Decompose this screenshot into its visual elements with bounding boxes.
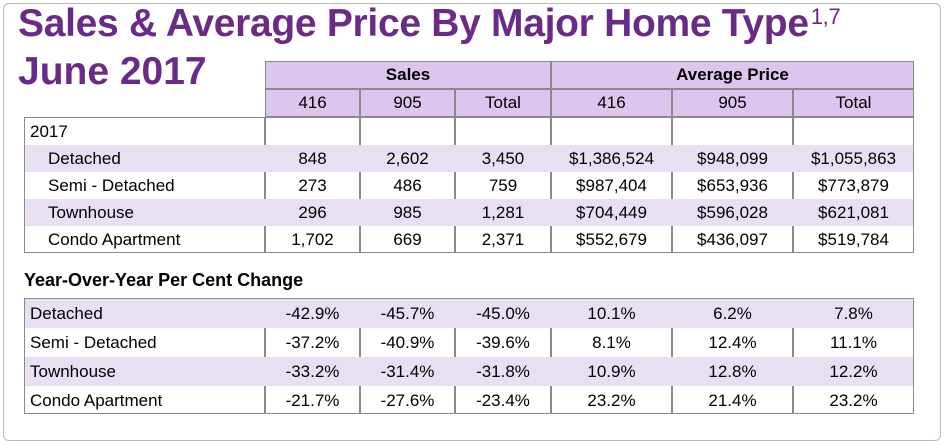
table-cell: $653,936 [697, 175, 768, 195]
table-cell: -45.0% [476, 303, 530, 323]
current-column [672, 117, 793, 253]
table-cell: 10.1% [587, 303, 636, 323]
table-cell: 486 [393, 175, 422, 195]
column-header: Total [793, 89, 914, 117]
table-cell: 848 [298, 148, 327, 168]
table-cell: 8.1% [592, 332, 631, 352]
year-label: 2017 [30, 121, 68, 141]
table-cell: $519,784 [818, 229, 889, 249]
table-cell: 12.4% [708, 332, 757, 352]
table-cell: 12.8% [708, 361, 757, 381]
table-cell: 296 [298, 202, 327, 222]
table-cell: 669 [393, 229, 422, 249]
average-price-header: Average Price [551, 61, 914, 89]
table-cell: -21.7% [285, 390, 340, 410]
table-cell: -23.4% [476, 390, 530, 410]
column-header: 905 [672, 89, 793, 117]
column-header: Total [455, 89, 551, 117]
table-cell: $1,386,524 [568, 148, 655, 168]
home-type-label: Detached [30, 303, 103, 323]
yoy-column [672, 298, 793, 414]
table-cell: -31.4% [380, 361, 435, 381]
table-cell: $704,449 [576, 202, 647, 222]
yoy-column [360, 298, 455, 414]
table-cell: 12.2% [829, 361, 878, 381]
current-column [455, 117, 551, 253]
yoy-column [455, 298, 551, 414]
current-column [793, 117, 914, 253]
yoy-column [551, 298, 672, 414]
table-cell: 2,602 [386, 148, 429, 168]
table-cell: -42.9% [285, 303, 340, 323]
column-header: 416 [265, 89, 360, 117]
table-cell: 10.9% [587, 361, 636, 381]
current-label-column [24, 117, 265, 253]
table-cell: $1,055,863 [810, 148, 897, 168]
table-cell: -40.9% [380, 332, 435, 352]
sales-header: Sales [265, 61, 551, 89]
yoy-label-column [24, 298, 265, 414]
table-cell: $621,081 [818, 202, 889, 222]
column-header: 905 [360, 89, 455, 117]
home-type-label: Detached [48, 148, 121, 168]
table-cell: 1,702 [291, 229, 334, 249]
table-cell: -39.6% [476, 332, 530, 352]
yoy-column [793, 298, 914, 414]
column-header: 416 [551, 89, 672, 117]
home-type-label: Townhouse [48, 202, 135, 222]
home-type-label: Townhouse [30, 361, 117, 381]
table-cell: 23.2% [587, 390, 636, 410]
table-cell: 985 [393, 202, 422, 222]
table-cell: 11.1% [830, 332, 877, 352]
table-cell: 1,281 [481, 202, 525, 222]
home-type-label: Semi - Detached [30, 332, 157, 352]
row-shade [25, 145, 913, 172]
row-shade [25, 357, 913, 386]
table-cell: 273 [298, 175, 327, 195]
table-cell: 6.2% [713, 303, 752, 323]
yoy-section-heading: Year-Over-Year Per Cent Change [24, 270, 304, 290]
table-cell: 23.2% [829, 390, 878, 410]
yoy-column [265, 298, 360, 414]
home-type-label: Condo Apartment [30, 390, 163, 410]
row-shade [25, 299, 913, 328]
home-type-label: Semi - Detached [48, 175, 175, 195]
table-cell: $773,879 [818, 175, 889, 195]
table-cell: 7.8% [834, 303, 873, 323]
table-cell: 3,450 [481, 148, 525, 168]
table-cell: -33.2% [285, 361, 340, 381]
current-column [360, 117, 455, 253]
row-shade [25, 199, 913, 226]
table-cell: 21.4% [708, 390, 757, 410]
table-cell: $948,099 [697, 148, 768, 168]
table-cell: -45.7% [380, 303, 435, 323]
table-cell: $987,404 [576, 175, 647, 195]
table-cell: $596,028 [697, 202, 768, 222]
current-column [551, 117, 672, 253]
current-column [265, 117, 360, 253]
table-cell: $552,679 [576, 229, 647, 249]
table-cell: -27.6% [380, 390, 435, 410]
table-cell: 759 [488, 175, 518, 195]
table-cell: $436,097 [697, 229, 768, 249]
page-subtitle: June 2017 [18, 50, 207, 93]
page-title: Sales & Average Price By Major Home Type… [18, 2, 841, 46]
title-text: Sales & Average Price By Major Home Type [18, 2, 809, 45]
table-cell: -37.2% [285, 332, 340, 352]
home-type-label: Condo Apartment [48, 229, 181, 249]
table-cell: -31.8% [476, 361, 530, 381]
title-footnote-ref: 1,7 [810, 4, 841, 29]
table-cell: 2,371 [481, 229, 525, 249]
